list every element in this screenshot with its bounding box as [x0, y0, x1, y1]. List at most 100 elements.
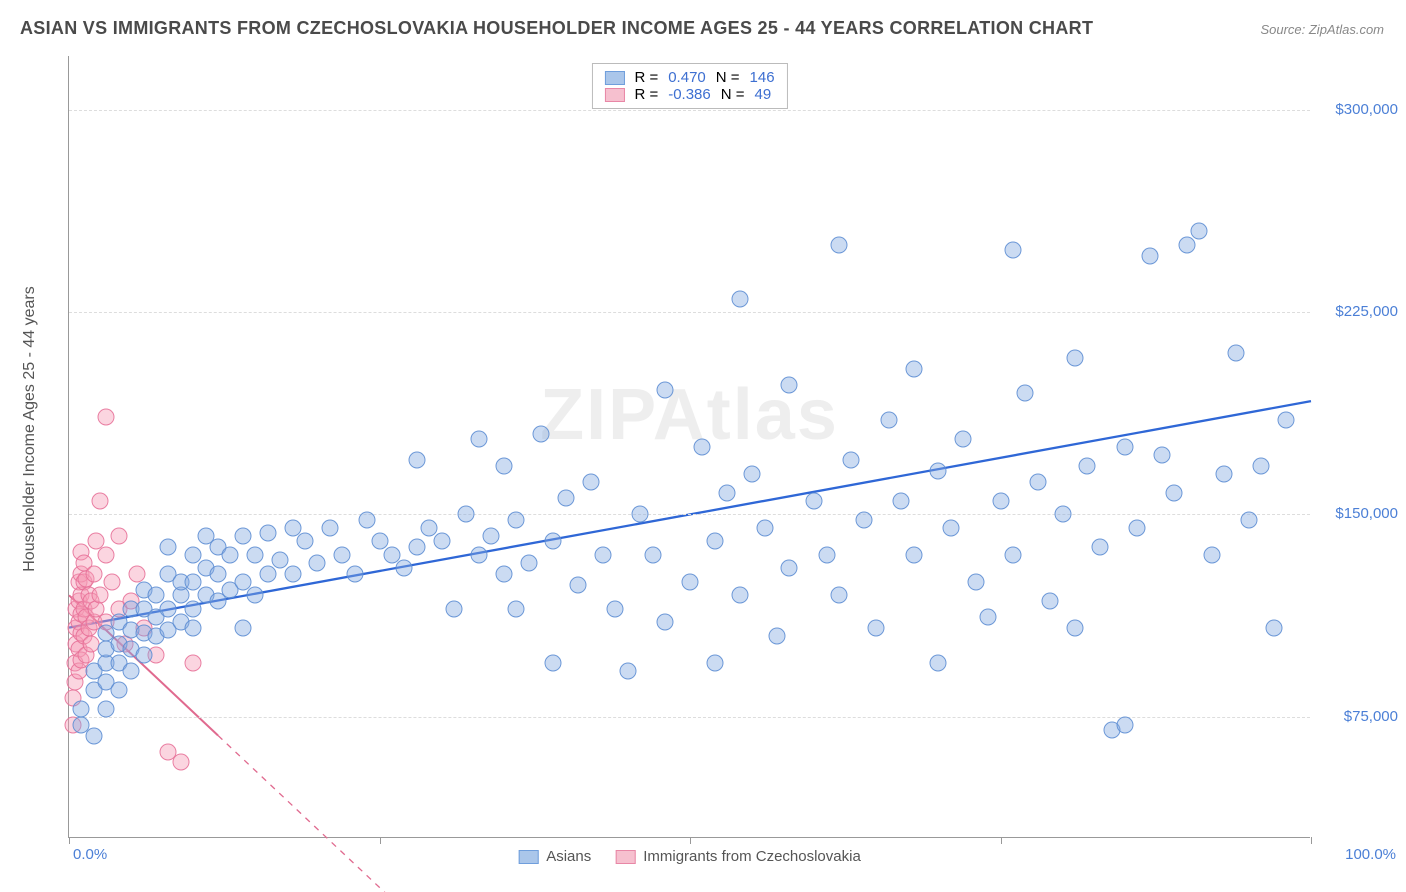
y-tick-label: $150,000 [1318, 505, 1398, 522]
scatter-point-a [744, 465, 761, 482]
swatch-b [604, 88, 624, 102]
scatter-point-a [942, 519, 959, 536]
x-tick-min: 0.0% [73, 846, 107, 863]
scatter-point-a [160, 538, 177, 555]
scatter-point-a [495, 457, 512, 474]
gridline [69, 110, 1310, 111]
scatter-point-b [92, 587, 109, 604]
scatter-point-a [1253, 457, 1270, 474]
scatter-point-a [806, 492, 823, 509]
scatter-point-b [185, 654, 202, 671]
scatter-point-a [756, 519, 773, 536]
scatter-point-a [147, 587, 164, 604]
scatter-point-a [247, 546, 264, 563]
scatter-point-a [296, 533, 313, 550]
scatter-point-a [421, 519, 438, 536]
x-tick-mark [380, 837, 381, 844]
scatter-point-a [644, 546, 661, 563]
scatter-point-a [731, 290, 748, 307]
scatter-point-a [557, 490, 574, 507]
scatter-point-a [1029, 474, 1046, 491]
scatter-point-a [657, 382, 674, 399]
scatter-point-a [508, 511, 525, 528]
scatter-point-a [930, 463, 947, 480]
y-axis-label-wrap: Householder Income Ages 25 - 44 years [20, 250, 40, 650]
scatter-chart: ZIPAtlas R = 0.470 N = 146 R = -0.386 N … [68, 56, 1310, 838]
scatter-point-a [607, 600, 624, 617]
scatter-point-a [1129, 519, 1146, 536]
scatter-point-a [185, 546, 202, 563]
scatter-point-a [1203, 546, 1220, 563]
scatter-point-a [259, 525, 276, 542]
gridline [69, 312, 1310, 313]
legend-row-b: R = -0.386 N = 49 [604, 86, 774, 103]
scatter-point-a [880, 412, 897, 429]
r-label: R = [634, 86, 658, 103]
scatter-point-a [135, 646, 152, 663]
scatter-point-a [98, 700, 115, 717]
scatter-point-a [1042, 592, 1059, 609]
scatter-point-a [234, 573, 251, 590]
scatter-point-a [458, 506, 475, 523]
r-label: R = [634, 69, 658, 86]
scatter-point-a [1153, 447, 1170, 464]
scatter-point-a [694, 439, 711, 456]
scatter-point-a [433, 533, 450, 550]
scatter-point-a [570, 576, 587, 593]
y-tick-label: $75,000 [1318, 708, 1398, 725]
scatter-point-a [781, 560, 798, 577]
legend-item-b: Immigrants from Czechoslovakia [615, 848, 861, 865]
scatter-point-a [185, 573, 202, 590]
scatter-point-a [1004, 242, 1021, 259]
n-value-a: 146 [750, 69, 775, 86]
scatter-point-a [719, 484, 736, 501]
scatter-point-b [85, 565, 102, 582]
legend-row-a: R = 0.470 N = 146 [604, 69, 774, 86]
scatter-point-a [545, 654, 562, 671]
scatter-point-a [508, 600, 525, 617]
scatter-point-a [1004, 546, 1021, 563]
series-legend: Asians Immigrants from Czechoslovakia [518, 848, 861, 865]
scatter-point-a [284, 519, 301, 536]
scatter-point-b [172, 754, 189, 771]
n-value-b: 49 [755, 86, 772, 103]
scatter-point-a [731, 587, 748, 604]
swatch-a [604, 71, 624, 85]
scatter-point-a [371, 533, 388, 550]
scatter-point-a [234, 619, 251, 636]
source-credit: Source: ZipAtlas.com [1260, 22, 1384, 37]
r-value-a: 0.470 [668, 69, 706, 86]
series-b-label: Immigrants from Czechoslovakia [643, 848, 861, 865]
scatter-point-a [582, 474, 599, 491]
scatter-point-a [309, 554, 326, 571]
scatter-point-a [1067, 619, 1084, 636]
scatter-point-a [210, 565, 227, 582]
scatter-point-b [129, 565, 146, 582]
swatch-b2 [615, 850, 635, 864]
x-tick-mark [690, 837, 691, 844]
scatter-point-a [1178, 236, 1195, 253]
scatter-point-a [532, 425, 549, 442]
scatter-point-a [1166, 484, 1183, 501]
scatter-point-a [930, 654, 947, 671]
scatter-point-a [992, 492, 1009, 509]
scatter-point-a [185, 619, 202, 636]
scatter-point-a [768, 627, 785, 644]
scatter-point-a [967, 573, 984, 590]
scatter-point-a [123, 662, 140, 679]
scatter-point-a [520, 554, 537, 571]
series-a-label: Asians [546, 848, 591, 865]
scatter-point-a [1216, 465, 1233, 482]
scatter-point-a [1191, 223, 1208, 240]
r-value-b: -0.386 [668, 86, 711, 103]
scatter-point-a [222, 546, 239, 563]
scatter-point-a [1141, 247, 1158, 264]
y-tick-label: $225,000 [1318, 303, 1398, 320]
scatter-point-b [104, 573, 121, 590]
scatter-point-a [955, 430, 972, 447]
n-label: N = [721, 86, 745, 103]
scatter-point-a [706, 654, 723, 671]
scatter-point-a [85, 727, 102, 744]
scatter-point-a [334, 546, 351, 563]
scatter-point-a [545, 533, 562, 550]
